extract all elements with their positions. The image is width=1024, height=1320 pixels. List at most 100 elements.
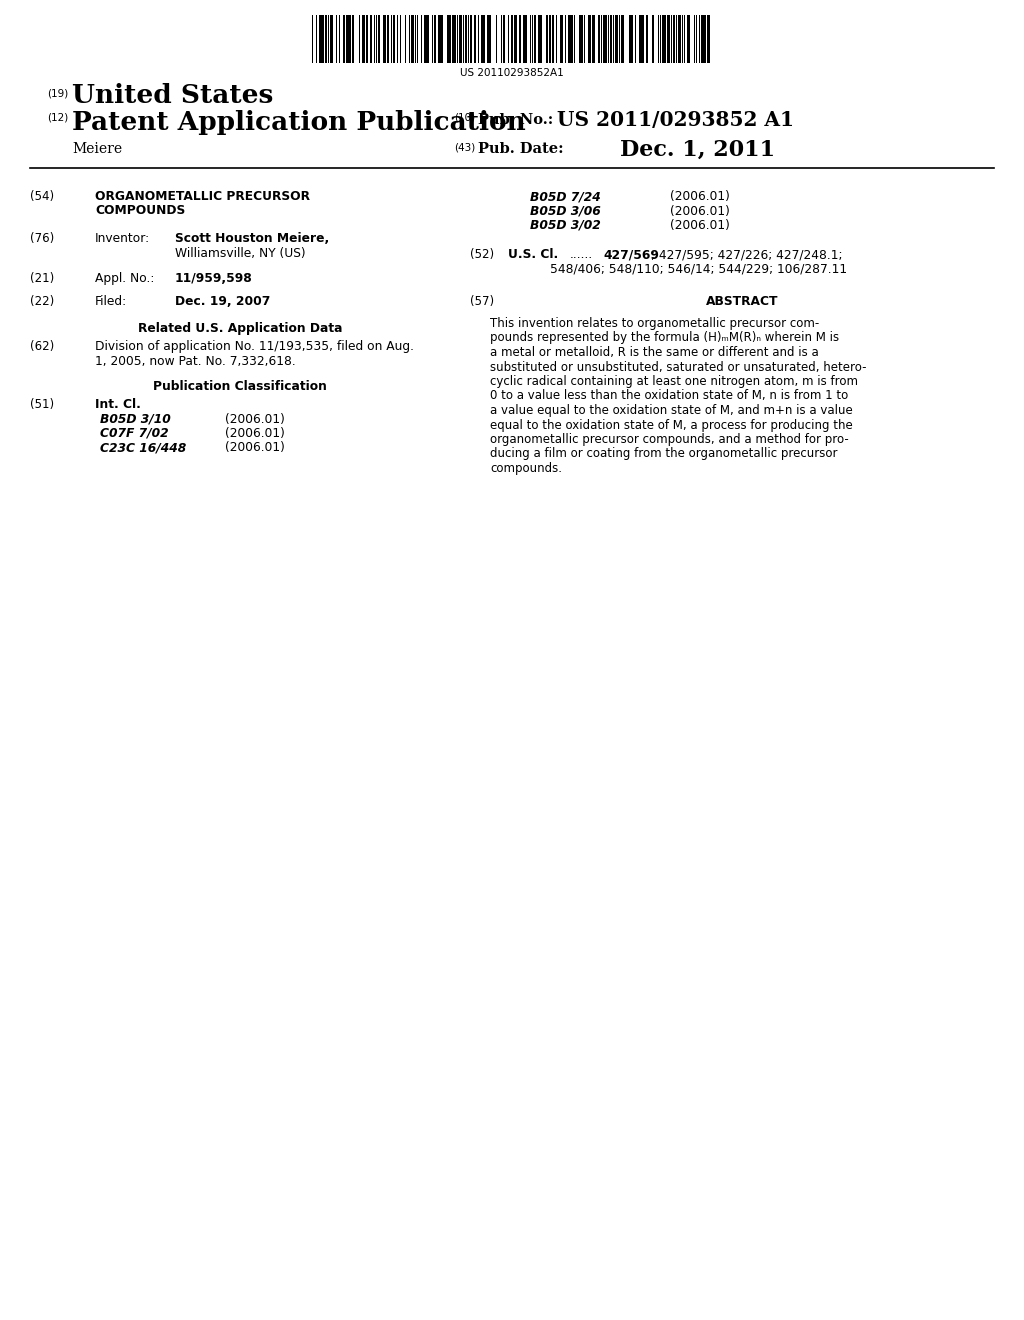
- Text: U.S. Cl.: U.S. Cl.: [508, 248, 558, 261]
- Bar: [549, 15, 551, 63]
- Text: Williamsville, NY (US): Williamsville, NY (US): [175, 247, 305, 260]
- Bar: [361, 15, 366, 63]
- Text: C23C 16/448: C23C 16/448: [100, 441, 186, 454]
- Text: Appl. No.:: Appl. No.:: [95, 272, 155, 285]
- Bar: [592, 15, 595, 63]
- Text: Filed:: Filed:: [95, 294, 127, 308]
- Text: (57): (57): [470, 294, 495, 308]
- Bar: [339, 15, 340, 63]
- Bar: [346, 15, 350, 63]
- Text: organometallic precursor compounds, and a method for pro-: organometallic precursor compounds, and …: [490, 433, 849, 446]
- Text: (2006.01): (2006.01): [225, 412, 285, 425]
- Text: COMPOUNDS: COMPOUNDS: [95, 205, 185, 218]
- Bar: [529, 15, 530, 63]
- Bar: [613, 15, 614, 63]
- Bar: [684, 15, 685, 63]
- Text: Int. Cl.: Int. Cl.: [95, 399, 141, 411]
- Text: (12): (12): [47, 114, 69, 123]
- Text: This invention relates to organometallic precursor com-: This invention relates to organometallic…: [490, 317, 819, 330]
- Bar: [701, 15, 706, 63]
- Bar: [553, 15, 554, 63]
- Text: 1, 2005, now Pat. No. 7,332,618.: 1, 2005, now Pat. No. 7,332,618.: [95, 355, 296, 367]
- Text: pounds represented by the formula (H)ₘM(R)ₙ wherein M is: pounds represented by the formula (H)ₘM(…: [490, 331, 839, 345]
- Bar: [326, 15, 327, 63]
- Bar: [514, 15, 517, 63]
- Bar: [568, 15, 573, 63]
- Bar: [635, 15, 636, 63]
- Text: ; 427/595; 427/226; 427/248.1;: ; 427/595; 427/226; 427/248.1;: [651, 248, 843, 261]
- Bar: [496, 15, 497, 63]
- Bar: [531, 15, 534, 63]
- Bar: [393, 15, 395, 63]
- Text: Dec. 19, 2007: Dec. 19, 2007: [175, 294, 270, 308]
- Text: 427/569: 427/569: [603, 248, 658, 261]
- Text: (62): (62): [30, 341, 54, 352]
- Text: (19): (19): [47, 88, 69, 98]
- Bar: [387, 15, 389, 63]
- Text: ducing a film or coating from the organometallic precursor: ducing a film or coating from the organo…: [490, 447, 838, 461]
- Bar: [640, 15, 644, 63]
- Bar: [390, 15, 392, 63]
- Bar: [370, 15, 373, 63]
- Bar: [535, 15, 536, 63]
- Text: C07F 7/02: C07F 7/02: [100, 426, 169, 440]
- Text: ......: ......: [570, 248, 593, 261]
- Text: 0 to a value less than the oxidation state of M, n is from 1 to: 0 to a value less than the oxidation sta…: [490, 389, 848, 403]
- Bar: [312, 15, 313, 63]
- Bar: [466, 15, 467, 63]
- Text: equal to the oxidation state of M, a process for producing the: equal to the oxidation state of M, a pro…: [490, 418, 853, 432]
- Bar: [383, 15, 386, 63]
- Bar: [460, 15, 462, 63]
- Text: Inventor:: Inventor:: [95, 232, 151, 246]
- Bar: [622, 15, 624, 63]
- Bar: [343, 15, 345, 63]
- Text: Dec. 1, 2011: Dec. 1, 2011: [620, 139, 775, 161]
- Bar: [376, 15, 377, 63]
- Bar: [503, 15, 506, 63]
- Bar: [406, 15, 407, 63]
- Bar: [518, 15, 521, 63]
- Bar: [409, 15, 410, 63]
- Text: (52): (52): [470, 248, 495, 261]
- Text: (2006.01): (2006.01): [225, 426, 285, 440]
- Text: (43): (43): [454, 143, 475, 152]
- Bar: [508, 15, 509, 63]
- Bar: [615, 15, 617, 63]
- Text: B05D 7/24: B05D 7/24: [530, 190, 601, 203]
- Bar: [629, 15, 634, 63]
- Text: US 20110293852A1: US 20110293852A1: [460, 69, 564, 78]
- Bar: [523, 15, 527, 63]
- Bar: [660, 15, 662, 63]
- Bar: [463, 15, 464, 63]
- Bar: [501, 15, 502, 63]
- Bar: [708, 15, 710, 63]
- Bar: [468, 15, 469, 63]
- Bar: [668, 15, 670, 63]
- Bar: [694, 15, 695, 63]
- Bar: [424, 15, 429, 63]
- Bar: [417, 15, 419, 63]
- Text: (21): (21): [30, 272, 54, 285]
- Bar: [645, 15, 648, 63]
- Bar: [352, 15, 354, 63]
- Bar: [415, 15, 416, 63]
- Bar: [671, 15, 672, 63]
- Bar: [584, 15, 585, 63]
- Text: (10): (10): [454, 114, 475, 123]
- Text: 548/406; 548/110; 546/14; 544/229; 106/287.11: 548/406; 548/110; 546/14; 544/229; 106/2…: [550, 263, 847, 276]
- Bar: [698, 15, 700, 63]
- Text: Division of application No. 11/193,535, filed on Aug.: Division of application No. 11/193,535, …: [95, 341, 414, 352]
- Text: United States: United States: [72, 83, 273, 108]
- Bar: [608, 15, 609, 63]
- Bar: [511, 15, 513, 63]
- Bar: [560, 15, 563, 63]
- Bar: [547, 15, 548, 63]
- Bar: [487, 15, 490, 63]
- Text: (22): (22): [30, 294, 54, 308]
- Text: (76): (76): [30, 232, 54, 246]
- Bar: [538, 15, 542, 63]
- Bar: [674, 15, 675, 63]
- Bar: [696, 15, 697, 63]
- Text: ORGANOMETALLIC PRECURSOR: ORGANOMETALLIC PRECURSOR: [95, 190, 310, 203]
- Bar: [432, 15, 433, 63]
